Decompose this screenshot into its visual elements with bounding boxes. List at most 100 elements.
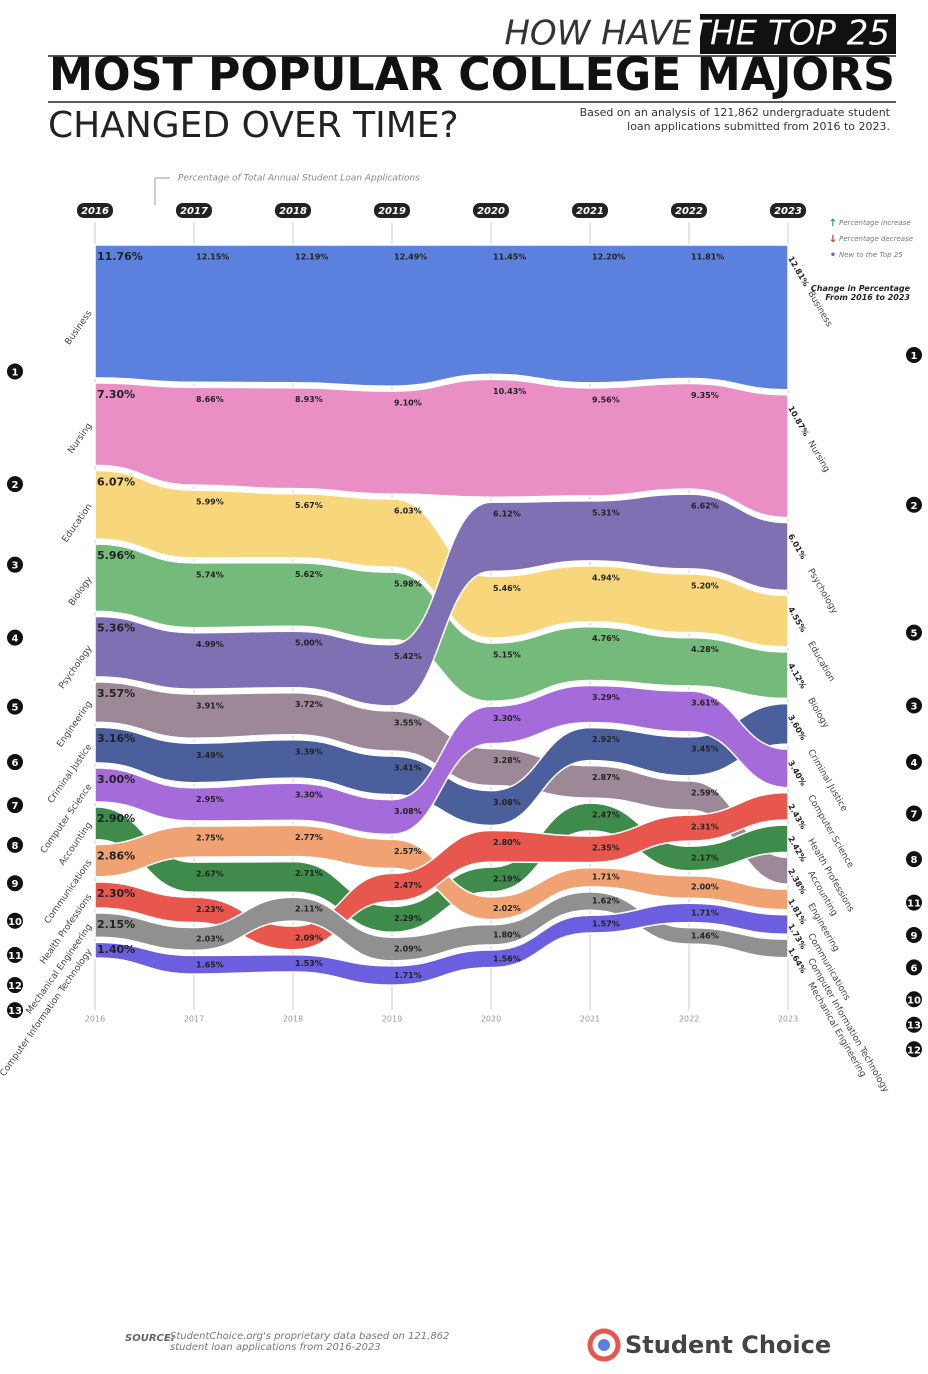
value-label: 2.87%: [592, 773, 620, 782]
series-label: Biology: [805, 696, 831, 730]
value-label: 2.09%: [295, 933, 323, 942]
value-label: 8.66%: [196, 395, 224, 404]
band: [94, 493, 789, 707]
x-tick-label: 2017: [184, 1015, 204, 1024]
value-label: 5.98%: [394, 580, 422, 589]
value-label: 3.72%: [295, 700, 323, 709]
rank-badge: [7, 629, 23, 646]
year-pill: [473, 203, 509, 218]
brand-logo: [598, 1339, 610, 1351]
value-label: 3.30%: [493, 714, 521, 723]
rank-badge: [906, 927, 922, 944]
value-label: 1.46%: [691, 931, 719, 940]
value-label: 1.71%: [691, 908, 719, 917]
value-label: 3.30%: [295, 791, 323, 800]
rank-badge: [7, 363, 23, 380]
value-label: 1.57%: [592, 920, 620, 929]
value-label: 3.57%: [97, 687, 135, 700]
series-label: Biology: [67, 575, 95, 609]
rank-badge: [7, 946, 23, 963]
value-label: 2.17%: [691, 854, 719, 863]
value-label: 2.90%: [97, 812, 135, 825]
value-label: 5.42%: [394, 652, 422, 661]
rank-label: 8: [12, 841, 19, 852]
rank-badge: [906, 1016, 922, 1033]
value-label: 4.99%: [196, 640, 224, 649]
series-label: Business: [64, 309, 95, 348]
value-label: 1.64%: [786, 946, 808, 975]
value-label: 2.57%: [394, 847, 422, 856]
rank-badge: [7, 754, 23, 771]
value-label: 2.47%: [592, 811, 620, 820]
rank-label: 10: [907, 995, 921, 1006]
rank-label: 12: [907, 1045, 921, 1056]
value-label: 2.29%: [394, 914, 422, 923]
description-box: Based on an analysis of 121,862 undergra…: [580, 106, 890, 133]
value-label: 3.41%: [394, 764, 422, 773]
rank-badge: [7, 698, 23, 715]
series-label: Nursing: [805, 439, 831, 474]
value-label: 2.59%: [691, 788, 719, 797]
value-label: 3.61%: [691, 699, 719, 708]
value-label: 2.30%: [97, 887, 135, 900]
series-label: Nursing: [66, 422, 94, 456]
legend-label: Percentage decrease: [839, 235, 913, 243]
value-label: 3.39%: [295, 747, 323, 756]
value-label: 2.67%: [196, 870, 224, 879]
rank-badge: [906, 697, 922, 714]
title-end: CHANGED OVER TIME?: [48, 105, 459, 146]
rank-label: 11: [907, 899, 921, 910]
series-label: Education: [805, 640, 836, 684]
value-label: 3.91%: [196, 702, 224, 711]
value-label: 6.07%: [97, 475, 135, 488]
legend-label: Percentage increase: [839, 219, 911, 227]
value-label: 2.43%: [786, 802, 808, 831]
value-label: 2.02%: [493, 904, 521, 913]
value-label: 9.10%: [394, 399, 422, 408]
rank-badge: [906, 496, 922, 513]
band: [94, 378, 789, 519]
value-label: 7.30%: [97, 388, 135, 401]
value-label: 4.28%: [691, 645, 719, 654]
value-label: 2.35%: [592, 844, 620, 853]
band: [94, 802, 789, 933]
rank-label: 3: [911, 701, 918, 712]
rank-badge: [906, 805, 922, 822]
series-label: Psychology: [57, 643, 95, 691]
value-label: 1.65%: [196, 960, 224, 969]
brand: Student Choice: [625, 1331, 831, 1359]
value-label: 3.49%: [196, 751, 224, 760]
rank-label: 7: [12, 801, 19, 812]
band: [94, 902, 789, 986]
value-label: 12.19%: [295, 253, 328, 262]
rank-badge: [7, 977, 23, 994]
rank-label: 5: [911, 629, 918, 640]
rank-badge: [906, 991, 922, 1008]
value-label: 3.40%: [786, 759, 808, 788]
value-label: 5.15%: [493, 651, 521, 660]
rank-badge: [7, 1002, 23, 1019]
value-label: 5.67%: [295, 501, 323, 510]
rank-label: 7: [911, 809, 918, 820]
value-label: 1.71%: [592, 873, 620, 882]
value-label: 1.71%: [394, 971, 422, 980]
value-label: 3.60%: [786, 713, 808, 742]
change-title: Change in Percentage From 2016 to 2023: [810, 284, 910, 302]
x-tick-label: 2021: [580, 1015, 600, 1024]
value-label: 5.96%: [97, 549, 135, 562]
rank-badge: [906, 851, 922, 868]
rank-label: 9: [12, 879, 19, 890]
title-lead: HOW HAVE: [504, 14, 693, 54]
x-tick-label: 2023: [778, 1015, 798, 1024]
title-highlight-box: [700, 14, 896, 54]
year-pill: [77, 203, 113, 218]
band: [94, 891, 789, 962]
x-tick-label: 2018: [279, 206, 307, 217]
value-label: 4.12%: [786, 662, 808, 691]
legend-symbol: ↑: [829, 218, 837, 229]
value-label: 2.09%: [394, 945, 422, 954]
x-tick-label: 2022: [675, 206, 703, 217]
rank-badge: [906, 959, 922, 976]
value-label: 3.00%: [97, 773, 135, 786]
